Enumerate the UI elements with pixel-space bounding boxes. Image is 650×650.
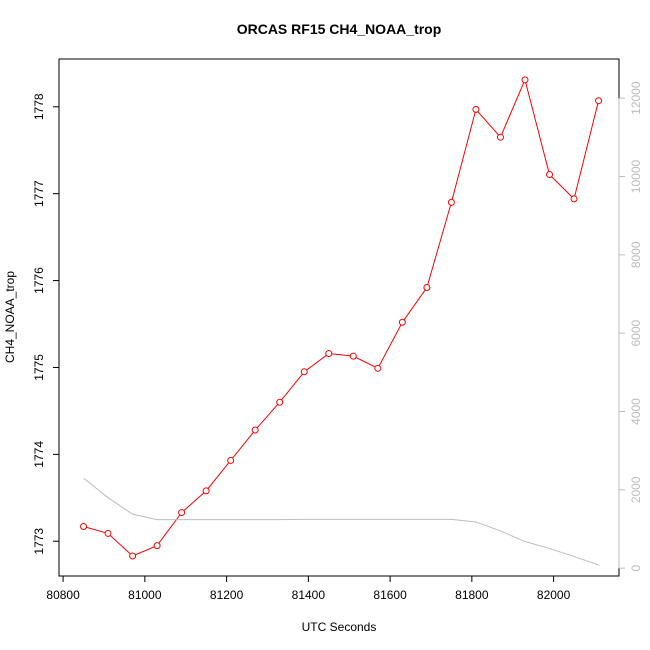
y2-tick-label-5: 10000 <box>629 159 643 193</box>
x-tick-label-4: 81600 <box>373 588 407 602</box>
series-0-point-6 <box>227 456 235 464</box>
series-0-point-4 <box>178 509 186 517</box>
series-0-point-15 <box>447 198 455 206</box>
x-tick-label-5: 81800 <box>455 588 489 602</box>
series-0-point-0 <box>80 522 88 530</box>
series-layer <box>80 76 603 566</box>
series-0-point-3 <box>153 542 161 550</box>
series-0-point-17 <box>496 133 504 141</box>
series-0-point-14 <box>423 284 431 292</box>
series-0-point-5 <box>202 487 210 495</box>
series-0-point-10 <box>325 350 333 358</box>
y2-tick-label-1: 2000 <box>629 476 643 503</box>
series-0-point-13 <box>398 318 406 326</box>
y2-tick-label-0: 0 <box>629 565 643 572</box>
series-0-point-18 <box>521 76 529 84</box>
y-tick-label-0: 1773 <box>32 528 46 555</box>
y2-tick-label-2: 4000 <box>629 398 643 425</box>
x-tick-label-3: 81400 <box>292 588 326 602</box>
y-tick-label-3: 1776 <box>32 267 46 294</box>
series-0-point-16 <box>472 105 480 113</box>
y-axis-left: 1773 1774 1775 1776 1777 1778 <box>32 93 59 555</box>
y2-tick-label-6: 12000 <box>629 81 643 115</box>
x-axis-label: UTC Seconds <box>302 620 377 634</box>
series-0-point-12 <box>374 364 382 372</box>
series-0-point-11 <box>349 352 357 360</box>
x-tick-label-0: 80800 <box>46 588 80 602</box>
y-axis-label: CH4_NOAA_trop <box>3 271 17 363</box>
y-axis-right: 0 2000 4000 6000 8000 10000 12000 <box>618 81 643 572</box>
x-tick-label-1: 81000 <box>128 588 162 602</box>
series-1-line <box>83 477 599 566</box>
series-0-point-8 <box>276 398 284 406</box>
series-0-point-20 <box>570 195 578 203</box>
x-tick-label-2: 81200 <box>210 588 244 602</box>
y-tick-label-2: 1775 <box>32 354 46 381</box>
series-0-point-19 <box>546 171 554 179</box>
series-0-point-2 <box>129 552 137 560</box>
y-tick-label-1: 1774 <box>32 441 46 468</box>
y-tick-label-4: 1777 <box>32 180 46 207</box>
series-0-point-21 <box>595 97 603 105</box>
chart-title: ORCAS RF15 CH4_NOAA_trop <box>237 21 442 37</box>
series-0-point-9 <box>300 368 308 376</box>
x-tick-label-6: 82000 <box>537 588 571 602</box>
plot-area-frame <box>58 58 620 577</box>
y-tick-label-5: 1778 <box>32 93 46 120</box>
y2-tick-label-4: 8000 <box>629 241 643 268</box>
x-axis: 80800 81000 81200 81400 81600 81800 82000 <box>46 576 571 602</box>
y2-tick-label-3: 6000 <box>629 319 643 346</box>
series-0-point-1 <box>104 529 112 537</box>
series-0-line <box>83 78 600 557</box>
series-0-point-7 <box>251 426 259 434</box>
